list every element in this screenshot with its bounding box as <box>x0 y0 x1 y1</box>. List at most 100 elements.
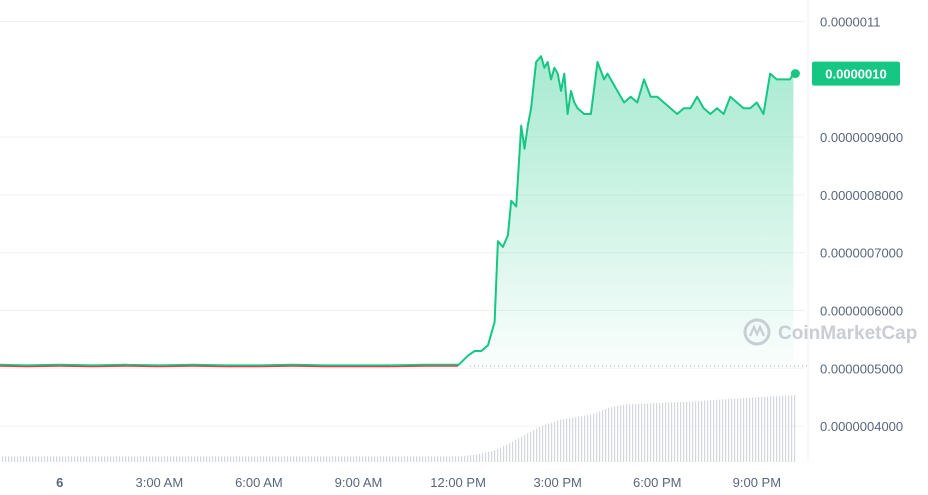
volume-bar <box>698 401 700 462</box>
watermark: CoinMarketCap <box>743 318 917 346</box>
price-area <box>458 56 794 366</box>
volume-bar <box>410 456 412 462</box>
volume-bar <box>758 397 760 462</box>
volume-bar <box>452 456 454 462</box>
volume-bar <box>398 456 400 462</box>
volume-bar <box>494 450 496 462</box>
current-price-badge-bg <box>812 61 900 86</box>
price-segment-down <box>391 365 425 368</box>
volume-bar <box>731 398 733 462</box>
volume-bar <box>509 443 511 462</box>
volume-bar <box>605 408 607 462</box>
volume-bar <box>248 456 250 462</box>
volume-bar <box>161 456 163 462</box>
volume-bar <box>488 451 490 462</box>
volume-bar <box>113 456 115 462</box>
price-segment-down <box>0 365 27 368</box>
volume-bar <box>443 456 445 462</box>
price-segment-down <box>59 365 93 368</box>
volume-bar <box>575 417 577 462</box>
volume-bar <box>35 456 37 462</box>
volume-bar <box>791 395 793 462</box>
volume-bar <box>779 395 781 462</box>
volume-bar <box>485 452 487 462</box>
volume-bar <box>212 456 214 462</box>
volume-bar <box>644 403 646 462</box>
volume-bar <box>572 417 574 462</box>
volume-bar <box>551 422 553 462</box>
volume-bar <box>365 456 367 462</box>
volume-bar <box>692 401 694 462</box>
volume-bar <box>722 399 724 462</box>
price-segment-up <box>457 55 795 367</box>
volume-bar <box>584 415 586 462</box>
volume-bar <box>743 398 745 462</box>
volume-bar <box>53 456 55 462</box>
x-tick-label: 6:00 PM <box>633 475 681 490</box>
volume-bar <box>416 456 418 462</box>
volume-bar <box>44 456 46 462</box>
price-segment-down <box>159 365 193 368</box>
volume-bar <box>515 439 517 462</box>
volume-bar <box>14 456 16 462</box>
volume-bar <box>188 456 190 462</box>
volume-bar <box>143 456 145 462</box>
volume-bar <box>344 456 346 462</box>
volume-bar <box>395 456 397 462</box>
volume-bar <box>29 456 31 462</box>
volume-bar <box>662 402 664 462</box>
volume-bar <box>581 416 583 462</box>
volume-bar <box>197 456 199 462</box>
volume-bar <box>107 456 109 462</box>
volume-bar <box>593 413 595 462</box>
volume-bar <box>434 456 436 462</box>
volume-bar <box>5 456 7 462</box>
price-segment-down <box>192 365 226 368</box>
volume-bar <box>17 456 19 462</box>
volume-bar <box>467 455 469 462</box>
volume-bar <box>110 456 112 462</box>
volume-bar <box>350 456 352 462</box>
volume-bar <box>119 456 121 462</box>
volume-bar <box>392 456 394 462</box>
volume-bar <box>713 400 715 462</box>
volume-bar <box>104 456 106 462</box>
volume-bar <box>116 456 118 462</box>
volume-bar <box>251 456 253 462</box>
volume-bar <box>98 456 100 462</box>
volume-bar <box>548 423 550 462</box>
x-tick-label: 3:00 PM <box>533 475 581 490</box>
volume-bar <box>335 456 337 462</box>
volume-bar <box>614 406 616 462</box>
volume-bar <box>245 456 247 462</box>
volume-bar <box>728 399 730 462</box>
volume-bar <box>611 407 613 462</box>
volume-bar <box>407 456 409 462</box>
volume-bar <box>323 456 325 462</box>
volume-bar <box>530 431 532 462</box>
price-segment-down <box>292 365 326 368</box>
volume-bar <box>2 456 4 462</box>
volume-bar <box>155 456 157 462</box>
y-tick-label: 0.0000005000 <box>820 361 903 376</box>
volume-bar <box>776 396 778 462</box>
volume-bar <box>470 455 472 462</box>
volume-bar <box>380 456 382 462</box>
volume-bar <box>368 456 370 462</box>
volume-bar <box>473 454 475 462</box>
volume-bar <box>677 402 679 462</box>
price-segment-flat <box>0 363 459 367</box>
volume-bar <box>203 456 205 462</box>
volume-bar <box>59 456 61 462</box>
volume-bar <box>194 456 196 462</box>
volume-bar <box>680 401 682 462</box>
volume-bar <box>308 456 310 462</box>
volume-bar <box>563 419 565 462</box>
volume-bar <box>482 453 484 462</box>
volume-bar <box>749 397 751 462</box>
volume-bar <box>266 456 268 462</box>
volume-bar <box>683 401 685 462</box>
volume-bar <box>404 456 406 462</box>
volume-bar <box>476 454 478 462</box>
